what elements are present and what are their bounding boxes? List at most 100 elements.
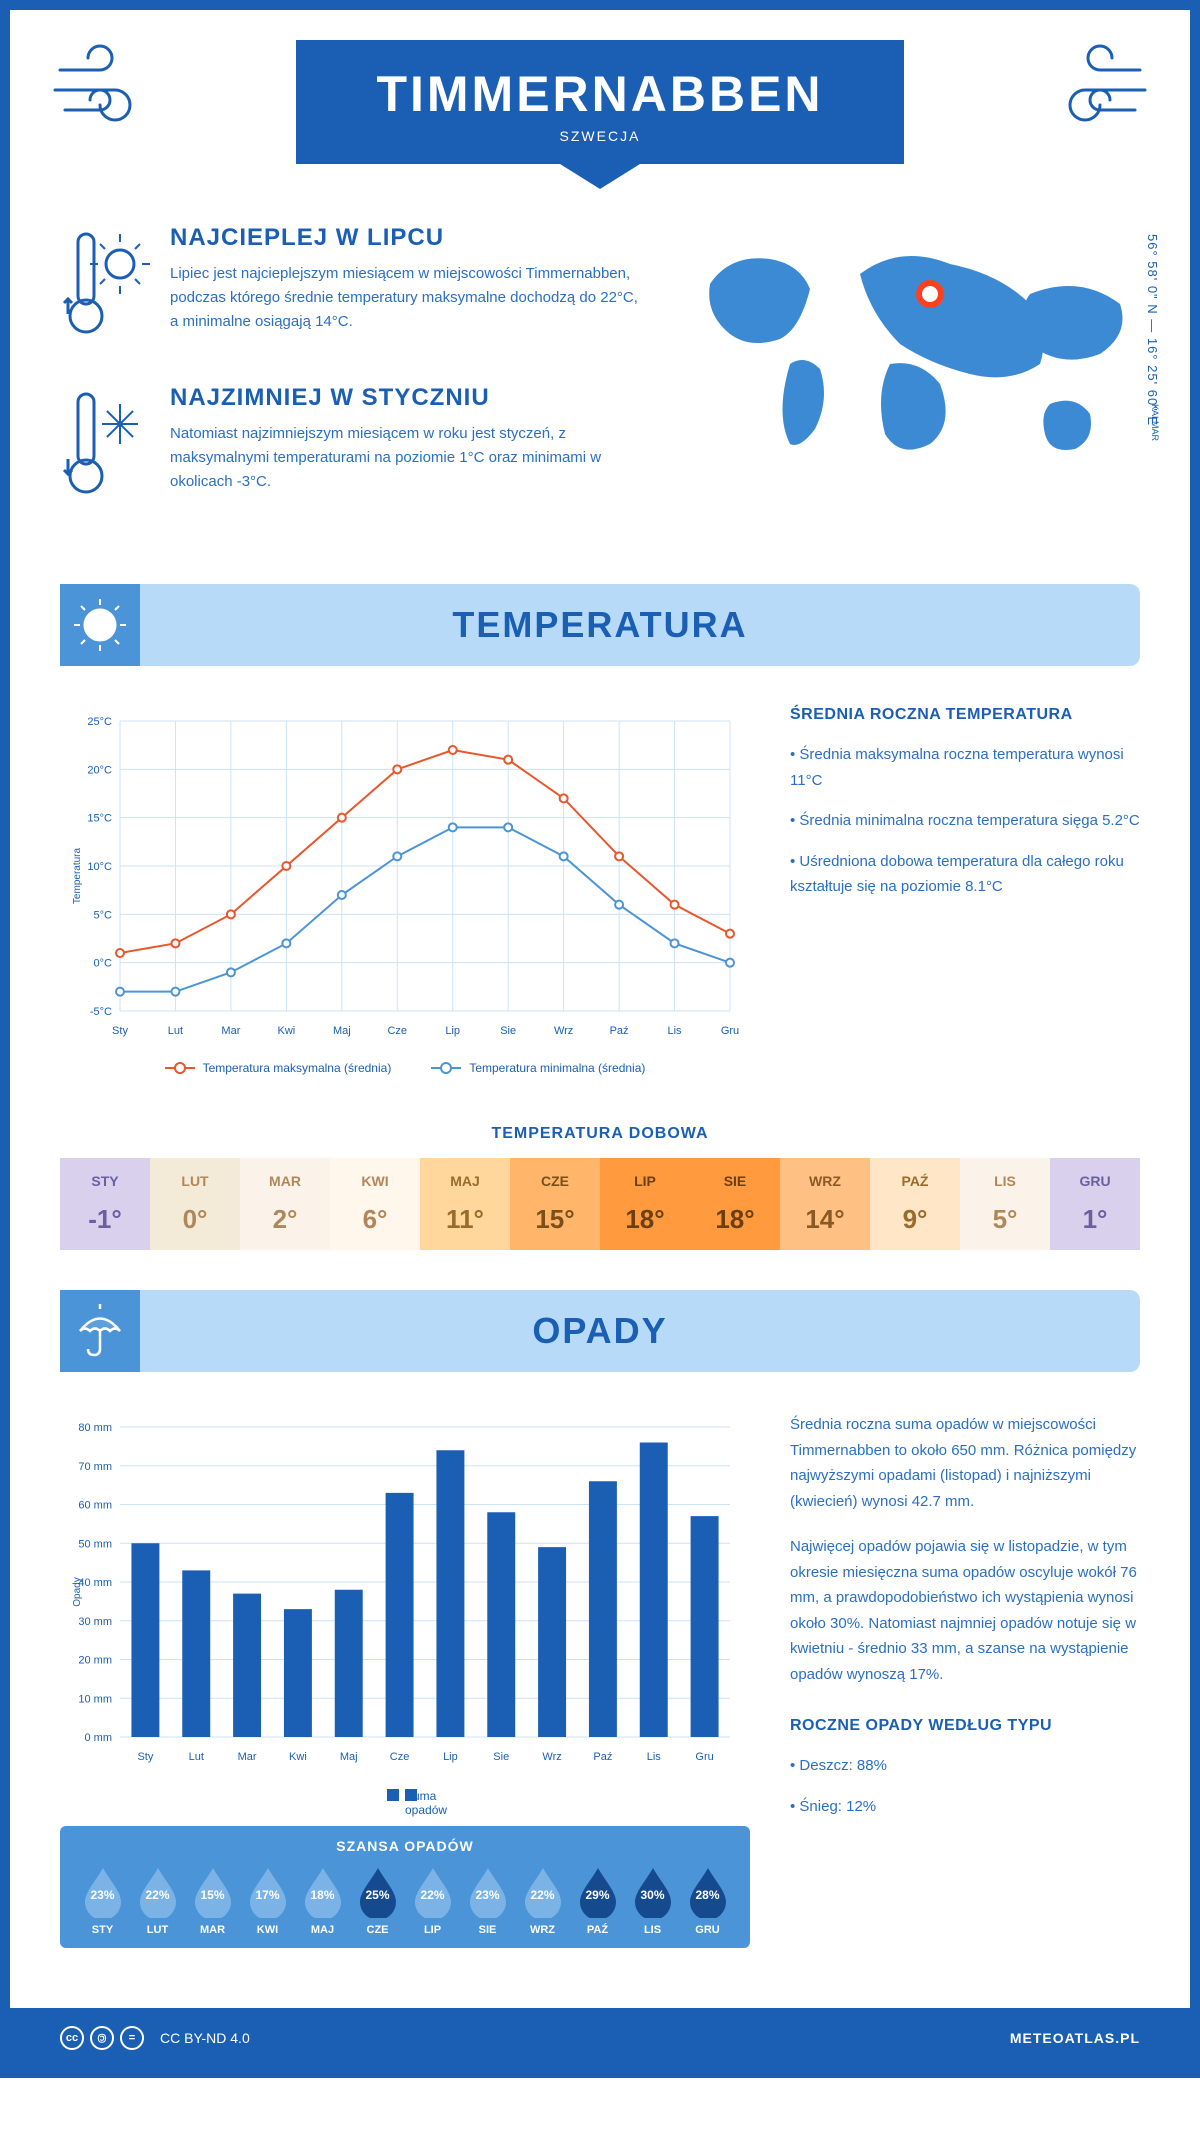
by-icon: 🄯 [90,2026,114,2050]
svg-text:Gru: Gru [695,1751,713,1763]
svg-text:Wrz: Wrz [554,1025,573,1037]
raindrop-icon: 22% [136,1866,180,1918]
daily-temp-cell: LIP18° [600,1158,690,1250]
annual-temp-item: Uśredniona dobowa temperatura dla całego… [790,849,1140,900]
chance-item: 23% STY [75,1866,130,1936]
svg-text:Lip: Lip [445,1025,460,1037]
legend-min-label: Temperatura minimalna (średnia) [469,1061,645,1075]
precipitation-title: OPADY [60,1310,1140,1352]
svg-text:Kwi: Kwi [289,1751,307,1763]
legend-max-label: Temperatura maksymalna (średnia) [203,1061,392,1075]
svg-text:Mar: Mar [221,1025,240,1037]
month-label: MAR [245,1173,325,1189]
month-label: CZE [515,1173,595,1189]
svg-text:Cze: Cze [390,1751,410,1763]
chance-pct: 22% [530,1888,554,1902]
daily-temp-cell: SIE18° [690,1158,780,1250]
city-name: TIMMERNABBEN [376,65,823,123]
svg-text:20°C: 20°C [87,764,112,776]
svg-text:5°C: 5°C [94,909,113,921]
chance-month: MAJ [295,1924,350,1936]
chance-pct: 28% [695,1888,719,1902]
footer: cc 🄯 = CC BY-ND 4.0 METEOATLAS.PL [10,2008,1190,2068]
svg-text:Lut: Lut [168,1025,183,1037]
month-label: SIE [695,1173,775,1189]
chance-month: STY [75,1924,130,1936]
month-value: 1° [1055,1204,1135,1235]
chance-item: 18% MAJ [295,1866,350,1936]
title-banner: TIMMERNABBEN SZWECJA [296,40,903,164]
svg-text:70 mm: 70 mm [78,1461,112,1473]
chance-month: MAR [185,1924,240,1936]
sun-icon [60,584,140,666]
daily-temp-cell: MAR2° [240,1158,330,1250]
svg-text:20 mm: 20 mm [78,1655,112,1667]
svg-text:40 mm: 40 mm [78,1577,112,1589]
cc-icon: cc [60,2026,84,2050]
annual-temp-item: Średnia minimalna roczna temperatura się… [790,808,1140,834]
raindrop-icon: 18% [301,1866,345,1918]
svg-text:Lis: Lis [647,1751,662,1763]
daily-temp-cell: LIS5° [960,1158,1050,1250]
precipitation-banner: OPADY [60,1290,1140,1372]
svg-text:Gru: Gru [721,1025,739,1037]
temperature-row: -5°C0°C5°C10°C15°C20°C25°CStyLutMarKwiMa… [10,696,1190,1105]
chance-pct: 18% [310,1888,334,1902]
precip-type-title: ROCZNE OPADY WEDŁUG TYPU [790,1717,1140,1735]
precipitation-row: 0 mm10 mm20 mm30 mm40 mm50 mm60 mm70 mm8… [10,1402,1190,1978]
header: TIMMERNABBEN SZWECJA [10,10,1190,224]
month-label: KWI [335,1173,415,1189]
temperature-banner: TEMPERATURA [60,584,1140,666]
chance-item: 22% LUT [130,1866,185,1936]
raindrop-icon: 30% [631,1866,675,1918]
chance-month: LUT [130,1924,185,1936]
warmest-block: NAJCIEPLEJ W LIPCU Lipiec jest najcieple… [60,224,640,349]
svg-text:-5°C: -5°C [90,1006,112,1018]
chance-pct: 22% [420,1888,444,1902]
svg-text:0°C: 0°C [94,958,113,970]
raindrop-icon: 15% [191,1866,235,1918]
month-label: PAŹ [875,1173,955,1189]
month-value: -1° [65,1204,145,1235]
svg-text:10 mm: 10 mm [78,1693,112,1705]
chance-month: KWI [240,1924,295,1936]
raindrop-icon: 25% [356,1866,400,1918]
chance-item: 23%SIE [460,1866,515,1936]
svg-text:0 mm: 0 mm [85,1732,113,1744]
raindrop-icon: 22% [411,1866,455,1918]
svg-text:80 mm: 80 mm [78,1422,112,1434]
thermometer-cold-icon [60,384,150,509]
daily-temp-cell: LUT 0° [150,1158,240,1250]
coldest-title: NAJZIMNIEJ W STYCZNIU [170,384,640,412]
warmest-text: Lipiec jest najcieplejszym miesiącem w m… [170,262,640,334]
precipitation-legend: Suma opadów [60,1787,750,1801]
month-label: LUT [155,1173,235,1189]
precip-para1: Średnia roczna suma opadów w miejscowośc… [790,1412,1140,1514]
coldest-block: NAJZIMNIEJ W STYCZNIU Natomiast najzimni… [60,384,640,509]
svg-text:Opady: Opady [72,1577,83,1606]
site-name: METEOATLAS.PL [1010,2030,1140,2046]
precipitation-chart-box: 0 mm10 mm20 mm30 mm40 mm50 mm60 mm70 mm8… [60,1412,750,1948]
svg-text:Wrz: Wrz [542,1751,561,1763]
month-value: 0° [155,1204,235,1235]
chance-pct: 23% [90,1888,114,1902]
raindrop-icon: 23% [81,1866,125,1918]
raindrop-icon: 17% [246,1866,290,1918]
precipitation-chance-box: SZANSA OPADÓW 23%STY22%LUT15%MAR17%KWI18… [60,1826,750,1948]
svg-text:Maj: Maj [333,1025,351,1037]
temperature-line-chart: -5°C0°C5°C10°C15°C20°C25°CStyLutMarKwiMa… [60,706,750,1046]
region-label: KALMAR [1150,404,1160,441]
raindrop-icon: 23% [466,1866,510,1918]
annual-temp-list: Średnia maksymalna roczna temperatura wy… [790,742,1140,900]
svg-text:60 mm: 60 mm [78,1500,112,1512]
chance-month: LIP [405,1924,460,1936]
precip-type-item: Deszcz: 88% [790,1753,1140,1779]
legend-max: Temperatura maksymalna (średnia) [165,1061,392,1075]
chance-pct: 23% [475,1888,499,1902]
svg-text:Cze: Cze [387,1025,407,1037]
thermometer-hot-icon [60,224,150,349]
chance-month: WRZ [515,1924,570,1936]
page-frame: TIMMERNABBEN SZWECJA NAJCIEPLEJ W LIPCU … [0,0,1200,2078]
legend-swatch-max [165,1067,195,1069]
daily-temp-cell: MAJ11° [420,1158,510,1250]
